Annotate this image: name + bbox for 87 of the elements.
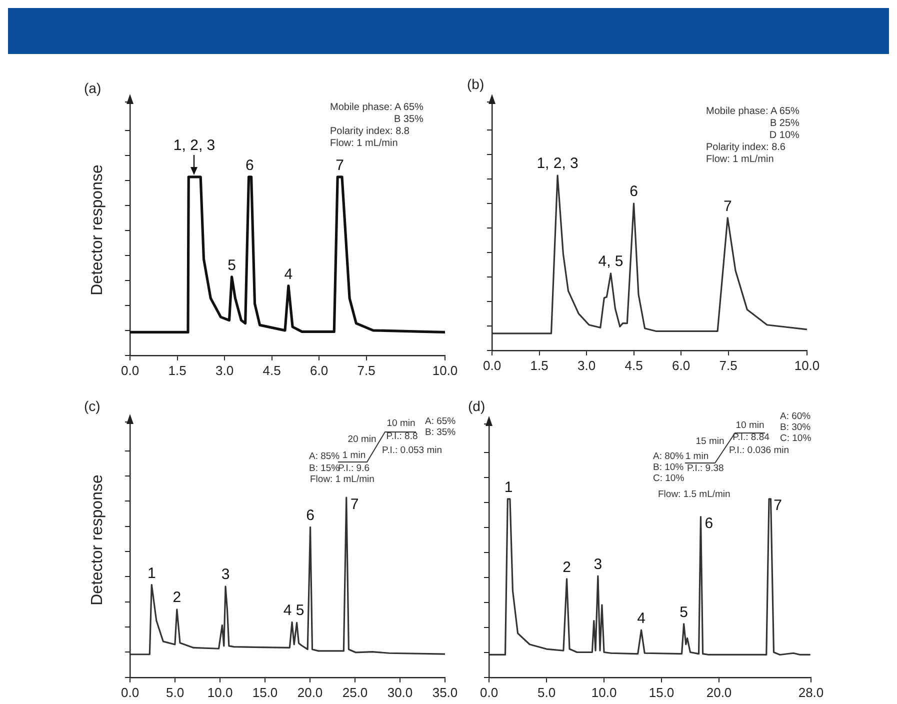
annotation: 5 (228, 256, 236, 274)
text: A: 65% (425, 416, 456, 427)
text: D 10% (768, 130, 800, 142)
x-tick-label: 5.0 (537, 684, 556, 700)
text: 1 min (685, 451, 709, 462)
x-tick-label: 5.0 (166, 684, 184, 700)
text: Flow: 1 mL/min (330, 138, 399, 150)
text: 15 min (696, 436, 724, 447)
text: B: 30% (780, 422, 811, 433)
text: B: 10% (653, 462, 684, 473)
annotation: 1, 2, 3 (536, 155, 578, 172)
text: Polarity index: 8.6 (706, 142, 786, 154)
text: B 35% (392, 114, 424, 126)
text: B 25% (768, 118, 800, 130)
x-tick-label: 10.0 (591, 684, 617, 700)
text: Flow: 1 mL/min (706, 154, 775, 166)
annotation: 6 (630, 183, 638, 200)
x-tick-label: 6.0 (672, 358, 690, 373)
text: 1 min (342, 450, 366, 461)
annotation: 4, 5 (598, 253, 624, 270)
x-tick-label: 6.0 (310, 362, 328, 378)
x-tick-label: 0.0 (120, 684, 140, 700)
annotation: 7 (723, 198, 732, 215)
annotation: 4 (284, 266, 293, 283)
text: C: 10% (780, 433, 812, 444)
x-tick-label: 28.0 (798, 684, 824, 700)
y-axis-title: Detector response (89, 474, 107, 606)
annotation: 1, 2, 3 (173, 136, 216, 154)
text: B: 35% (425, 427, 456, 438)
text: P.I.: 0.053 min (382, 445, 442, 456)
text: Flow: 1 mL/min (310, 474, 374, 485)
x-tick-label: 10.0 (794, 358, 820, 373)
annotation: 2 (172, 589, 182, 606)
annotation: 2 (562, 558, 571, 576)
x-tick-label: 35.0 (432, 684, 458, 700)
x-tick-label: 4.5 (624, 358, 643, 373)
text: A: 85% (309, 451, 340, 462)
annotation: 3 (594, 556, 602, 574)
x-tick-label: 1.5 (168, 362, 186, 378)
text: Mobile phase: A 65% (330, 102, 424, 114)
x-tick-label: 25.0 (342, 684, 368, 700)
x-tick-label: 0.0 (120, 362, 140, 378)
text: C: 10% (653, 473, 684, 484)
text: Mobile phase: A 65% (706, 106, 800, 118)
text: P.I.: 8.8 (386, 431, 418, 442)
annotation: 1 (504, 478, 513, 496)
x-tick-label: 15.0 (252, 684, 278, 700)
annotation: Flow: 1.5 mL/min (658, 489, 730, 500)
x-tick-label: 7.5 (719, 358, 738, 373)
x-tick-label: 4.5 (262, 362, 281, 378)
x-tick-label: 20.0 (706, 684, 732, 700)
text: 10 min (386, 418, 416, 429)
text: A: 80% (653, 451, 684, 462)
text: P.I.: 9.6 (338, 463, 370, 474)
y-axis-title: Detector response (89, 164, 107, 296)
text: 10 min (736, 420, 764, 431)
annotation: 7 (774, 496, 782, 514)
chart-title: (b) (467, 76, 484, 92)
text: Polarity index: 8.8 (330, 126, 410, 138)
x-tick-label: 15.0 (648, 684, 674, 700)
x-tick-label: 0.0 (482, 358, 502, 373)
x-tick-label: 30.0 (387, 684, 413, 700)
x-tick-label: 3.0 (215, 362, 234, 378)
annotation: 6 (704, 514, 714, 532)
chart-title: (c) (84, 398, 100, 414)
text: P.I.: 0.036 min (729, 445, 790, 456)
annotation: 4 (637, 610, 646, 628)
annotation: 6 (306, 507, 314, 524)
annotation: 5 (680, 604, 688, 621)
text: P.I.: 9.38 (687, 463, 724, 474)
x-tick-label: 1.5 (530, 358, 548, 373)
annotation: 7 (350, 496, 359, 513)
x-tick-label: 20.0 (297, 684, 323, 700)
x-tick-label: 10.0 (207, 684, 233, 700)
annotation: 4 5 (283, 602, 304, 620)
annotation: 1 (147, 564, 156, 582)
x-tick-label: 0.0 (480, 684, 498, 700)
annotation: 3 (221, 566, 230, 584)
annotation: 6 (246, 156, 254, 174)
x-tick-label: 10.0 (432, 362, 458, 378)
x-tick-label: 3.0 (577, 358, 596, 373)
chart-title: (a) (84, 80, 102, 96)
text: 20 min (348, 434, 376, 445)
text: A: 60% (780, 411, 811, 422)
x-tick-label: 7.5 (357, 362, 376, 378)
annotation: 7 (336, 156, 344, 174)
chart-title: (d) (468, 398, 486, 414)
